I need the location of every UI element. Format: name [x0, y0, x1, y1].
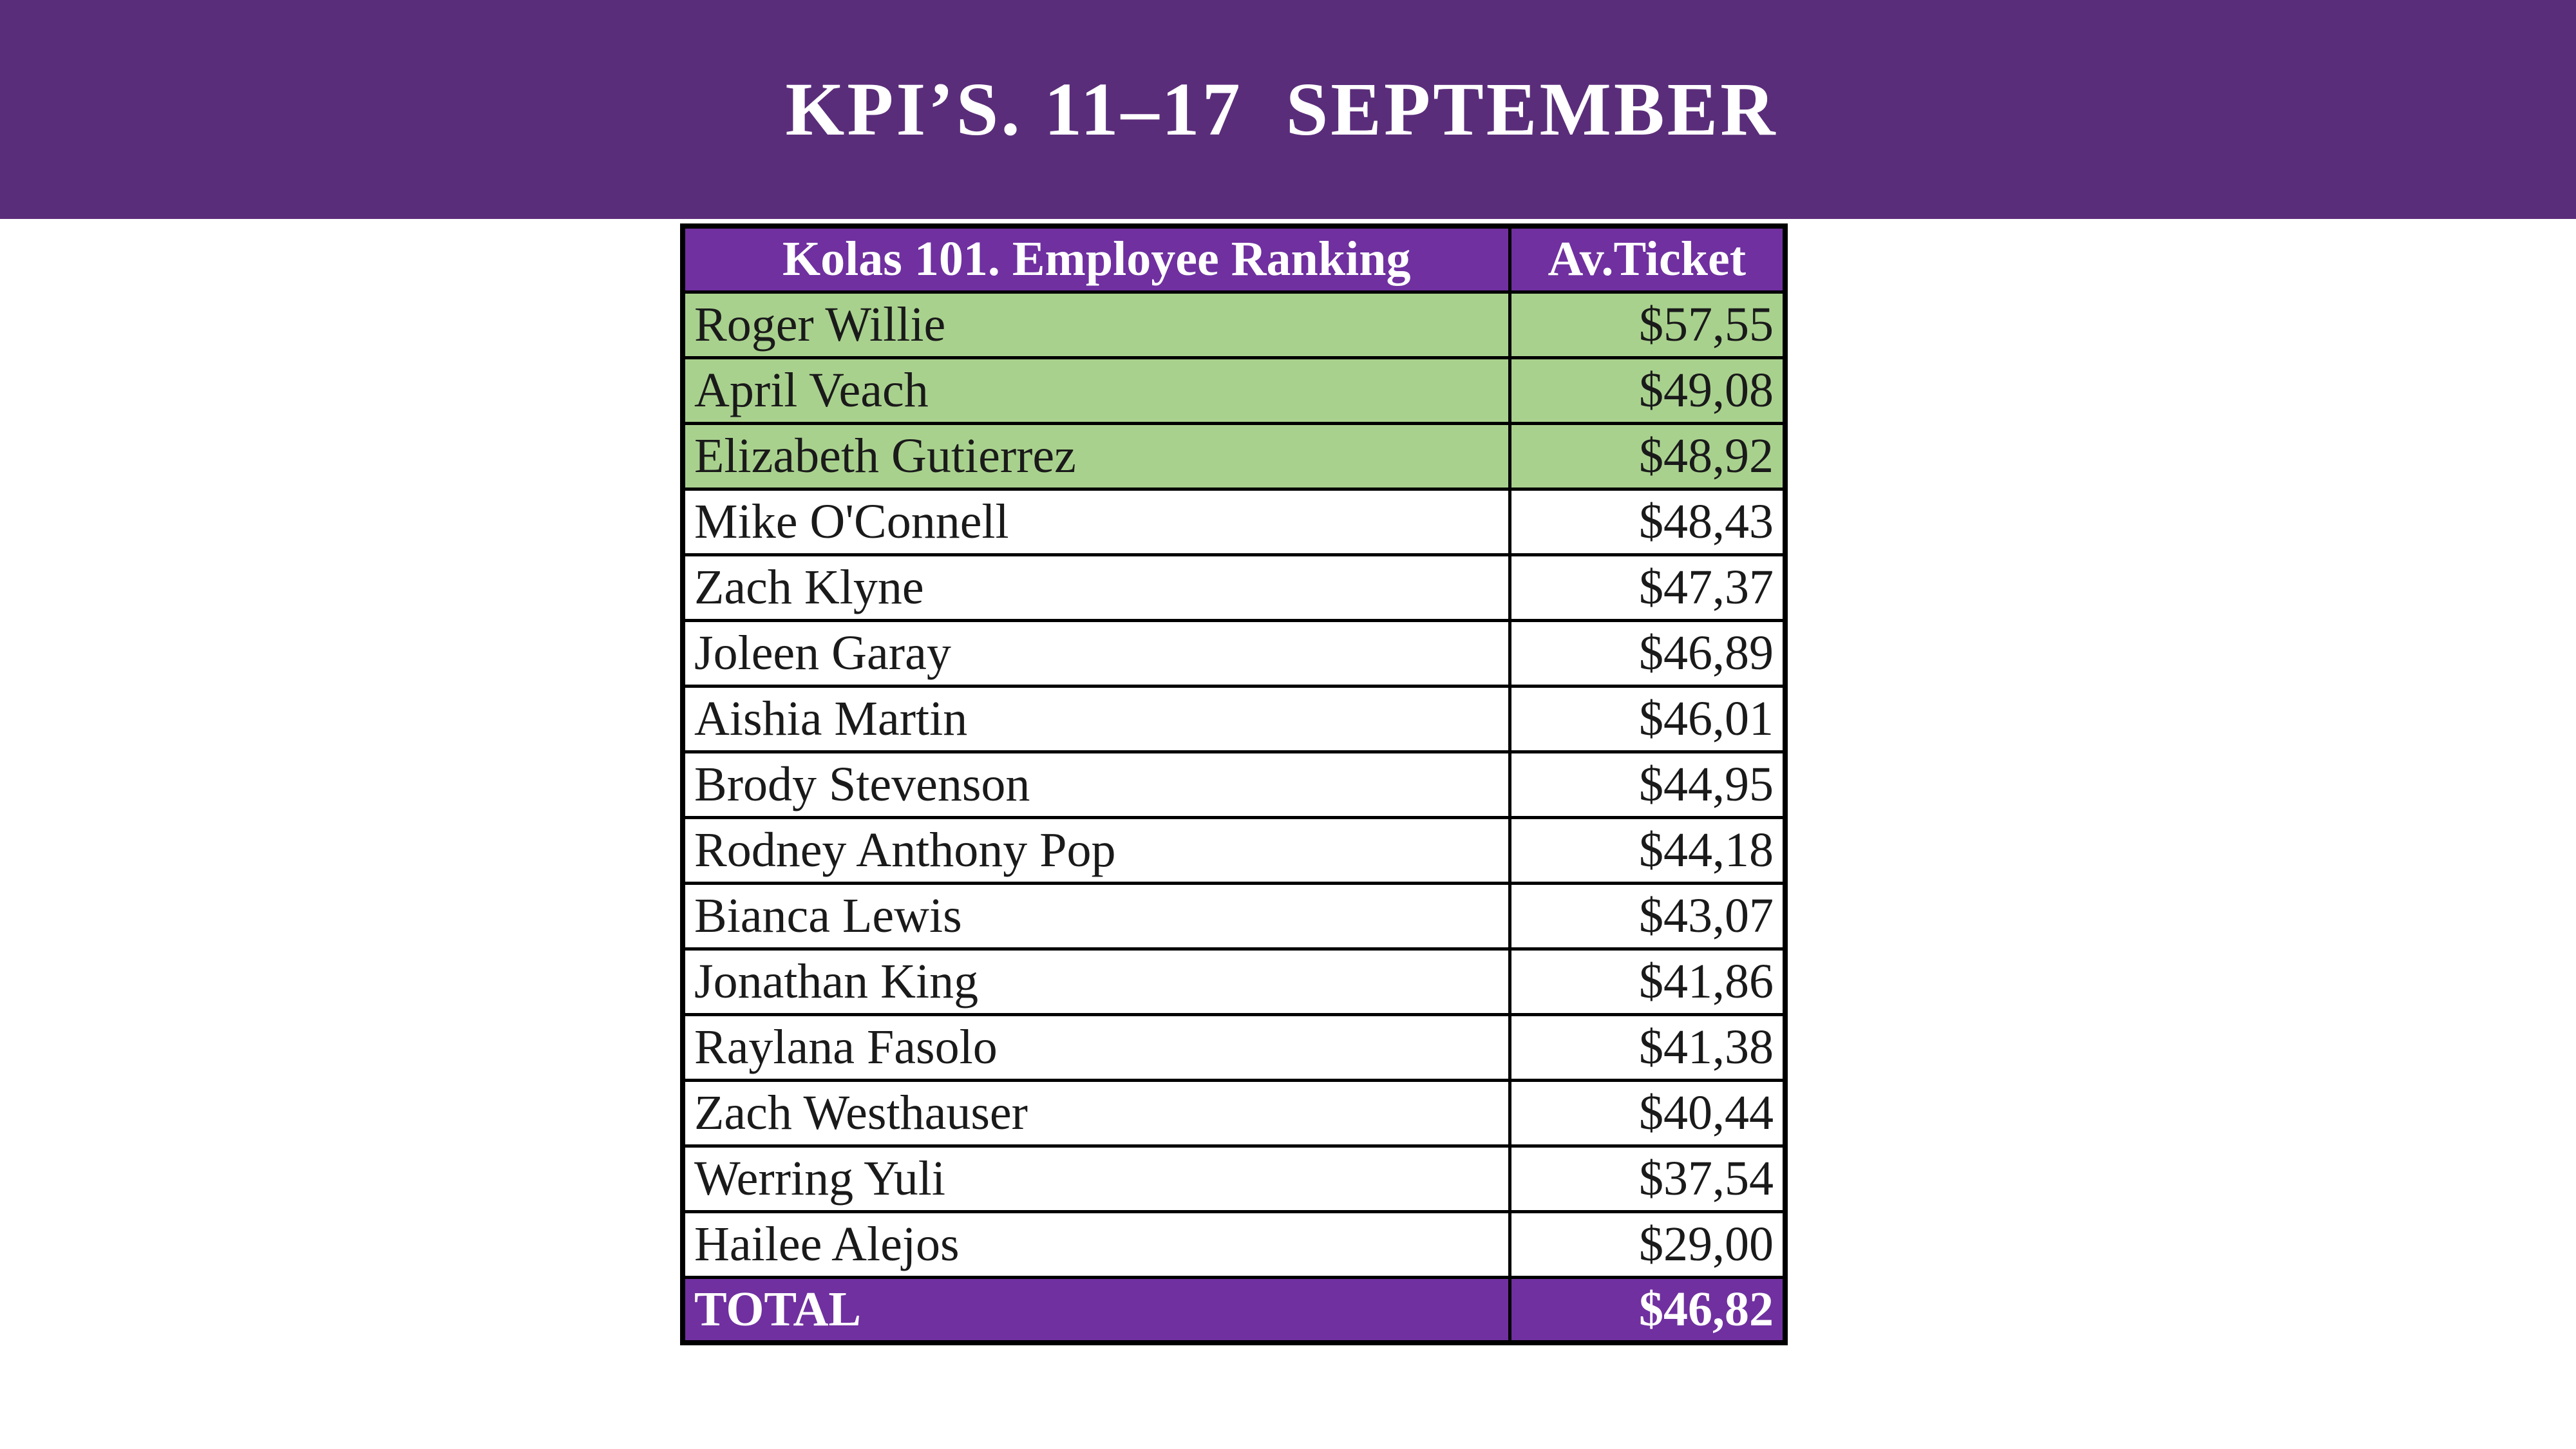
table-row: Brody Stevenson $44,95 [681, 750, 1787, 819]
total-label: TOTAL [681, 1275, 1511, 1345]
av-ticket-cell: $37,54 [1508, 1144, 1787, 1213]
table-header-row: Kolas 101. Employee Ranking Av.Ticket [681, 224, 1787, 294]
table-row: Roger Willie $57,55 [681, 290, 1787, 359]
column-header-employee: Kolas 101. Employee Ranking [681, 224, 1511, 294]
av-ticket-cell: $48,43 [1508, 487, 1787, 556]
table-body: Roger Willie $57,55 April Veach $49,08 Eliza… [681, 290, 1787, 1279]
employee-name-cell: Joleen Garay [681, 618, 1511, 688]
employee-ranking-table: Kolas 101. Employee Ranking Av.Ticket Ro… [680, 223, 1788, 1345]
av-ticket-cell: $44,95 [1508, 750, 1787, 819]
table-row: Aishia Martin $46,01 [681, 684, 1787, 753]
table-row: Zach Westhauser $40,44 [681, 1078, 1787, 1148]
employee-name-cell: Aishia Martin [681, 684, 1511, 753]
av-ticket-cell: $44,18 [1508, 815, 1787, 885]
table-row: Rodney Anthony Pop $44,18 [681, 815, 1787, 885]
employee-name-cell: Jonathan King [681, 947, 1511, 1016]
employee-name-cell: Bianca Lewis [681, 881, 1511, 951]
av-ticket-cell: $46,89 [1508, 618, 1787, 688]
title-banner: KPI’S. 11–17 SEPTEMBER [0, 0, 2576, 219]
table-row: Bianca Lewis $43,07 [681, 881, 1787, 951]
table-row: Jonathan King $41,86 [681, 947, 1787, 1016]
employee-name-cell: Rodney Anthony Pop [681, 815, 1511, 885]
table-row: Hailee Alejos $29,00 [681, 1209, 1787, 1279]
av-ticket-cell: $48,92 [1508, 421, 1787, 491]
av-ticket-cell: $47,37 [1508, 553, 1787, 622]
employee-name-cell: Roger Willie [681, 290, 1511, 359]
employee-name-cell: Raylana Fasolo [681, 1012, 1511, 1082]
column-header-av-ticket: Av.Ticket [1508, 224, 1787, 294]
total-row: TOTAL $46,82 [681, 1275, 1787, 1345]
table-row: Raylana Fasolo $41,38 [681, 1012, 1787, 1082]
av-ticket-cell: $41,38 [1508, 1012, 1787, 1082]
av-ticket-cell: $41,86 [1508, 947, 1787, 1016]
table-row: April Veach $49,08 [681, 355, 1787, 425]
av-ticket-cell: $40,44 [1508, 1078, 1787, 1148]
table-row: Zach Klyne $47,37 [681, 553, 1787, 622]
employee-name-cell: Mike O'Connell [681, 487, 1511, 556]
employee-name-cell: Zach Klyne [681, 553, 1511, 622]
av-ticket-cell: $46,01 [1508, 684, 1787, 753]
employee-name-cell: April Veach [681, 355, 1511, 425]
page-title: KPI’S. 11–17 SEPTEMBER [785, 67, 1778, 151]
total-av-ticket: $46,82 [1508, 1275, 1787, 1345]
table-row: Werring Yuli $37,54 [681, 1144, 1787, 1213]
table-row: Joleen Garay $46,89 [681, 618, 1787, 688]
employee-name-cell: Elizabeth Gutierrez [681, 421, 1511, 491]
av-ticket-cell: $29,00 [1508, 1209, 1787, 1279]
employee-name-cell: Werring Yuli [681, 1144, 1511, 1213]
table-row: Elizabeth Gutierrez $48,92 [681, 421, 1787, 491]
av-ticket-cell: $49,08 [1508, 355, 1787, 425]
employee-name-cell: Zach Westhauser [681, 1078, 1511, 1148]
av-ticket-cell: $43,07 [1508, 881, 1787, 951]
av-ticket-cell: $57,55 [1508, 290, 1787, 359]
employee-name-cell: Hailee Alejos [681, 1209, 1511, 1279]
employee-name-cell: Brody Stevenson [681, 750, 1511, 819]
table-row: Mike O'Connell $48,43 [681, 487, 1787, 556]
